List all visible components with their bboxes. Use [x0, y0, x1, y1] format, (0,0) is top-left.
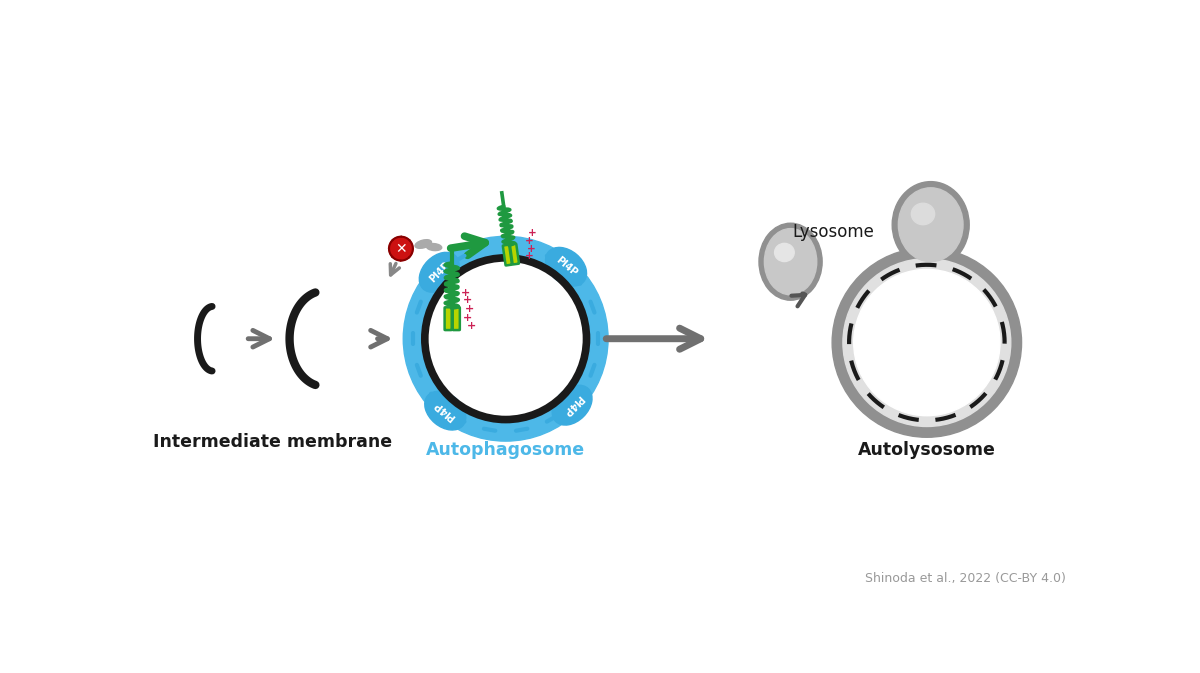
Text: Lysosome: Lysosome — [792, 223, 874, 242]
Ellipse shape — [758, 223, 822, 300]
Text: +: + — [462, 313, 472, 323]
Text: +: + — [524, 236, 533, 246]
Text: +: + — [524, 251, 533, 261]
Text: +: + — [461, 287, 470, 297]
FancyBboxPatch shape — [503, 245, 512, 265]
FancyBboxPatch shape — [452, 308, 460, 330]
Circle shape — [832, 248, 1021, 437]
Ellipse shape — [552, 385, 592, 425]
Circle shape — [853, 269, 1000, 416]
Ellipse shape — [911, 203, 935, 225]
Circle shape — [424, 256, 588, 421]
Ellipse shape — [419, 252, 460, 292]
Ellipse shape — [546, 248, 587, 286]
FancyBboxPatch shape — [444, 308, 451, 330]
Text: Autophagosome: Autophagosome — [426, 441, 586, 459]
Circle shape — [403, 236, 608, 441]
Text: +: + — [467, 320, 475, 330]
Text: Intermediate membrane: Intermediate membrane — [152, 433, 392, 452]
Ellipse shape — [426, 244, 442, 250]
Text: +: + — [464, 304, 474, 314]
Circle shape — [842, 258, 1010, 427]
Text: Shinoda et al., 2022 (CC-BY 4.0): Shinoda et al., 2022 (CC-BY 4.0) — [864, 572, 1066, 585]
Ellipse shape — [893, 182, 970, 268]
Ellipse shape — [425, 391, 466, 430]
Ellipse shape — [774, 244, 794, 262]
Text: +: + — [462, 295, 472, 306]
Text: ✕: ✕ — [395, 242, 407, 256]
Text: +: + — [528, 228, 536, 238]
Circle shape — [427, 260, 584, 417]
Text: Autolysosome: Autolysosome — [858, 441, 996, 459]
Ellipse shape — [415, 240, 432, 248]
Text: PI4P: PI4P — [433, 399, 458, 423]
Ellipse shape — [764, 229, 817, 295]
Text: PI4P: PI4P — [560, 393, 584, 417]
Ellipse shape — [899, 188, 964, 262]
Circle shape — [389, 237, 413, 260]
Text: PI4P: PI4P — [427, 260, 451, 285]
FancyBboxPatch shape — [510, 244, 518, 264]
Text: +: + — [527, 244, 535, 254]
Text: PI4P: PI4P — [553, 255, 578, 279]
